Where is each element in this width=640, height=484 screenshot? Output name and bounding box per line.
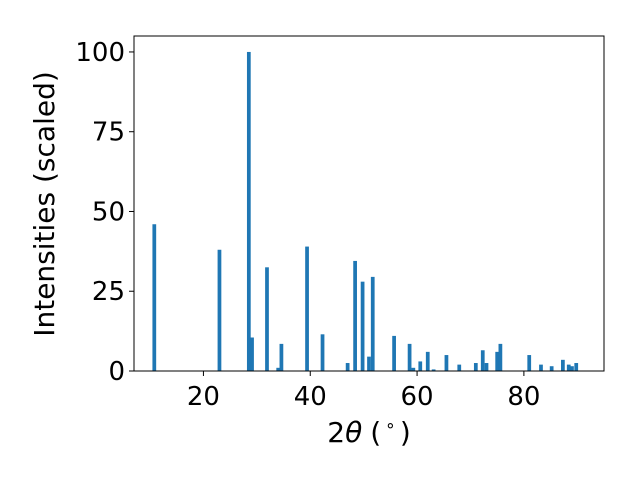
bar <box>407 343 412 371</box>
y-tick-label: 75 <box>92 118 125 148</box>
y-tick-label: 100 <box>75 38 125 68</box>
bar <box>370 276 375 371</box>
bar <box>549 366 554 371</box>
y-tick-label: 50 <box>92 197 125 227</box>
bar <box>498 343 503 371</box>
bar <box>246 51 251 371</box>
bar <box>561 359 565 371</box>
bar <box>305 246 309 371</box>
bar <box>265 267 269 371</box>
bar <box>495 351 500 371</box>
bar <box>360 281 365 371</box>
bar <box>276 367 281 371</box>
x-tick-label: 80 <box>507 382 540 412</box>
bar <box>431 369 436 371</box>
x-ticks-group: 20 40 60 80 <box>187 371 540 412</box>
x-axis-label: 2θ(∘) <box>327 416 411 449</box>
bar <box>473 363 478 371</box>
bar <box>418 361 423 371</box>
y-ticks-group: 0 25 50 75 100 <box>75 38 134 387</box>
bars-group <box>152 51 579 371</box>
bar <box>539 364 543 371</box>
bar <box>345 363 350 371</box>
bar <box>392 335 396 371</box>
bar <box>457 364 462 371</box>
bar <box>320 334 325 371</box>
bar <box>367 356 371 371</box>
y-tick-label: 25 <box>92 277 125 307</box>
bar <box>250 337 254 371</box>
bar <box>425 351 430 371</box>
y-tick-label: 0 <box>108 357 125 387</box>
y-axis-label: Intensities (scaled) <box>28 71 61 337</box>
bar <box>480 350 485 371</box>
bar <box>152 224 157 371</box>
bar <box>411 367 416 371</box>
x-tick-label: 20 <box>187 382 220 412</box>
bar <box>217 249 222 371</box>
bar <box>484 363 489 371</box>
x-tick-label: 40 <box>294 382 327 412</box>
bar <box>570 366 574 371</box>
plot-frame <box>133 35 605 372</box>
bar <box>527 355 532 371</box>
bar <box>574 363 579 371</box>
bar <box>566 364 571 371</box>
bar <box>279 343 284 371</box>
bar <box>444 355 449 371</box>
bar <box>353 260 357 371</box>
x-tick-label: 60 <box>401 382 434 412</box>
